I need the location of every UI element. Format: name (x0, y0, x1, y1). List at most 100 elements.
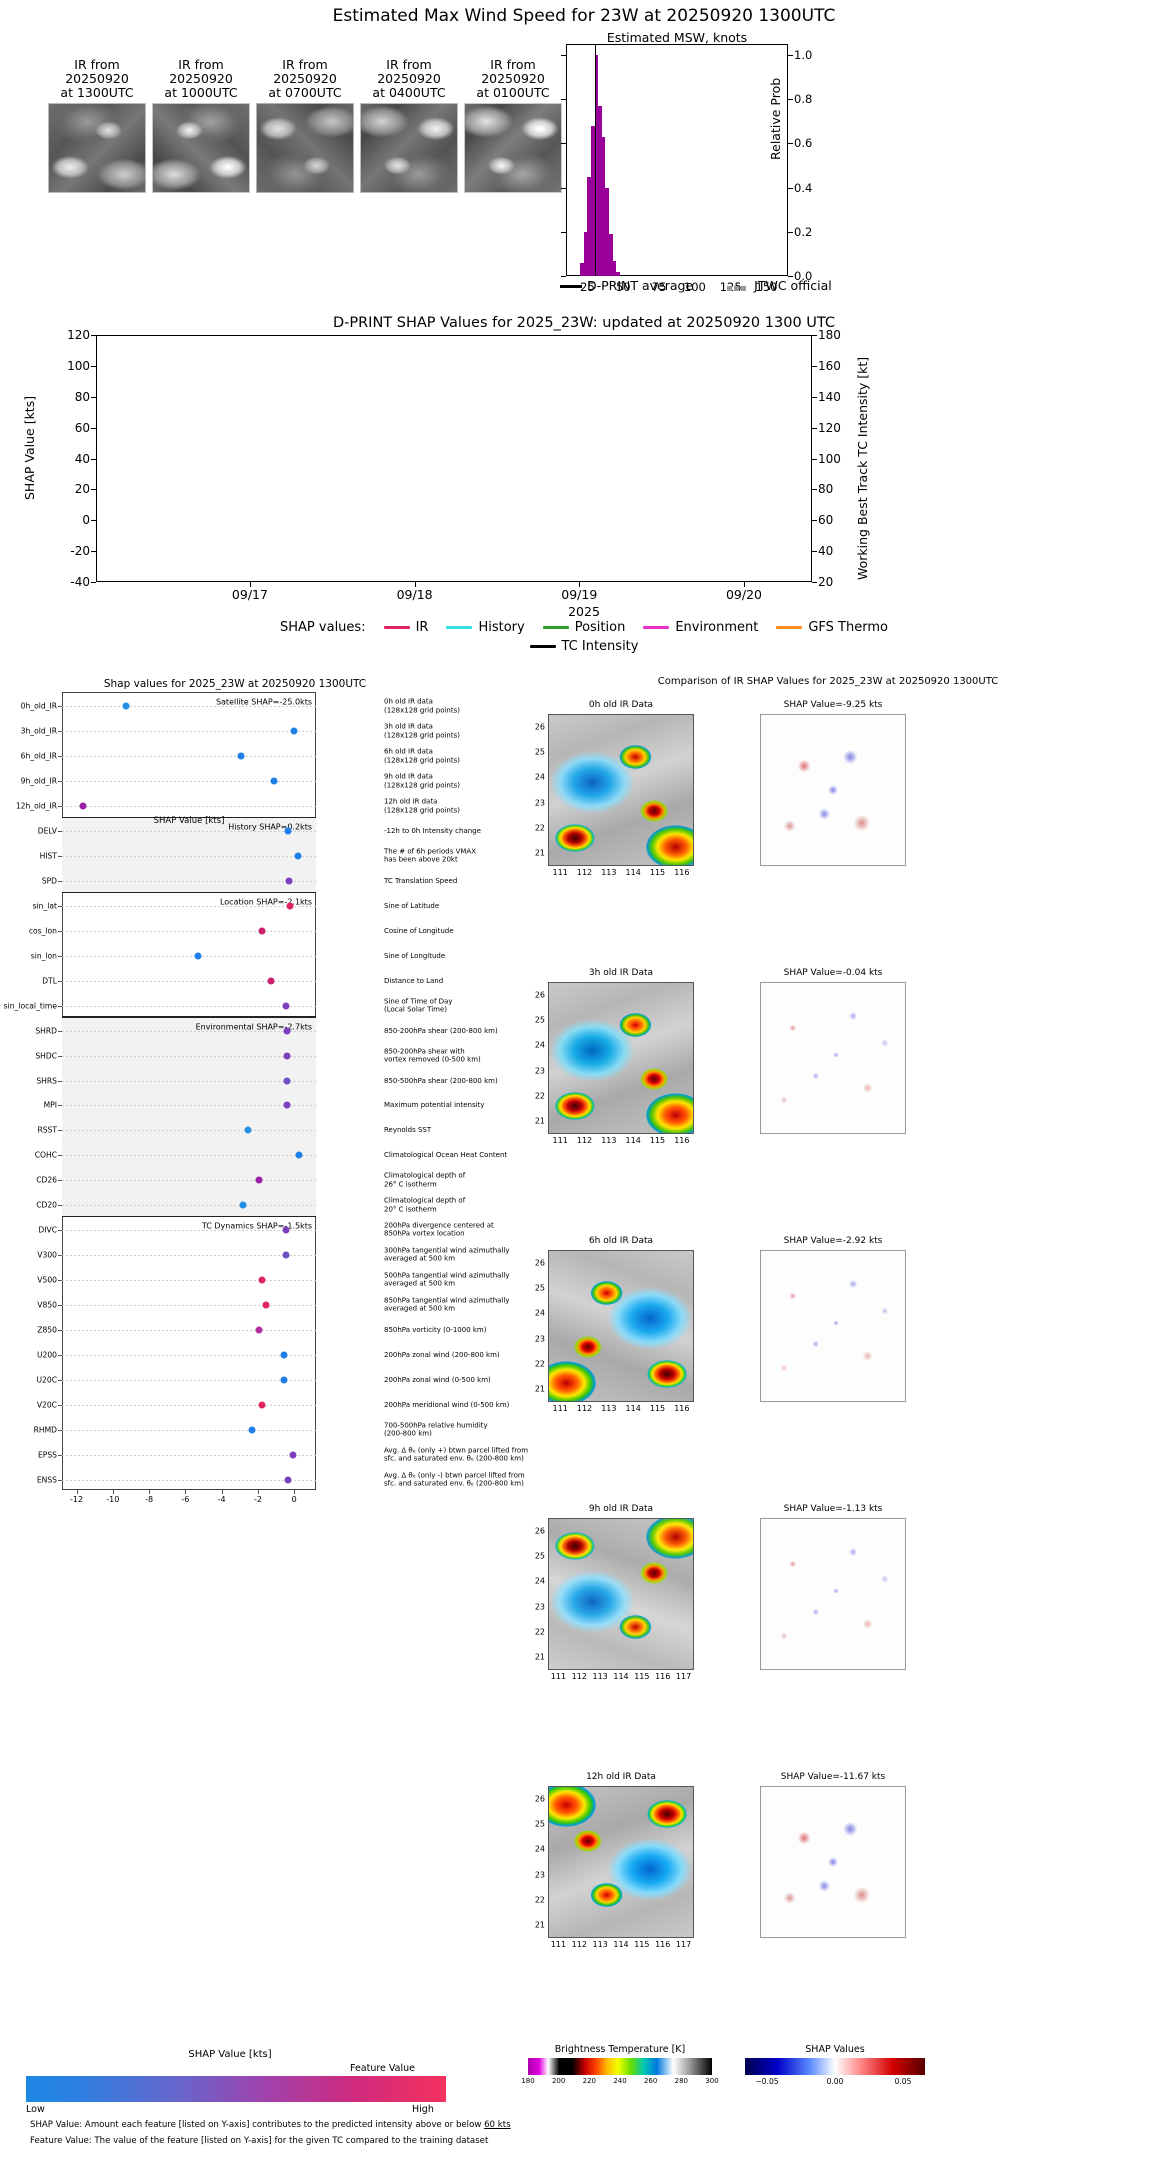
shap-dot-spd[interactable] (285, 877, 293, 885)
shap-group-separator (62, 1016, 316, 1018)
shap-dot-sin_local_time[interactable] (282, 1002, 290, 1010)
legend-item-gfs-thermo[interactable]: GFS Thermo (776, 620, 888, 635)
shap-dot-shdc[interactable] (283, 1052, 291, 1060)
timeseries-y2-tick: 60 (818, 513, 834, 528)
shap-dot-delv[interactable] (284, 827, 292, 835)
shap-row-gridline (62, 1080, 316, 1082)
shap-dot-9h_old_ir[interactable] (270, 777, 278, 785)
shap-feature-label-cd20: CD20 (36, 1200, 57, 1210)
shap-x-tick-mark (112, 1490, 114, 1494)
shap-panel-image-3[interactable] (760, 1518, 906, 1670)
shap-dot-divc[interactable] (282, 1226, 290, 1234)
histogram-y-tick-mark-left (561, 99, 566, 101)
shap-value-note: SHAP Value: Amount each feature [listed … (30, 2120, 511, 2130)
legend-item-tc-intensity[interactable]: TC Intensity (529, 639, 638, 654)
ir-thumbnail-4[interactable]: IR from 20250920 at 0100UTC (464, 58, 562, 193)
ir-panel-y-tick: 21 (534, 848, 545, 858)
shap-group-label: History SHAP=0.2kts (228, 822, 312, 832)
shap-panel-image-0[interactable] (760, 714, 906, 866)
histogram-title: Estimated MSW, knots (606, 30, 748, 45)
shap-panel-image-1[interactable] (760, 982, 906, 1134)
histogram-y-tick-mark (788, 187, 793, 189)
shap-dot-sin_lon[interactable] (194, 952, 202, 960)
ir-panel-y-tick: 26 (534, 722, 545, 732)
shap-group-background (62, 816, 316, 892)
shap-y-tick-mark (58, 955, 62, 957)
shap-dot-v20c[interactable] (258, 1401, 266, 1409)
shap-dot-epss[interactable] (289, 1451, 297, 1459)
ir-panel-y-tick: 21 (534, 1116, 545, 1126)
ir-panel-image-3[interactable] (548, 1518, 694, 1670)
ir-thumbnail-caption: IR from 20250920 at 1000UTC (164, 57, 238, 100)
shap-dot-shrs[interactable] (283, 1077, 291, 1085)
histogram-legend: D-PRINT average JTWC official (560, 278, 860, 294)
ir-panel-x-tick: 114 (625, 868, 641, 877)
timeseries-y-tick: 60 (74, 420, 90, 435)
shap-panel-image-4[interactable] (760, 1786, 906, 1938)
timeseries-y2-tick-mark (812, 396, 817, 398)
shap-dot-0h_old_ir[interactable] (122, 702, 130, 710)
shap-scatter-plot[interactable]: Satellite SHAP=-25.0kts 0h_old_IR 0h old I… (4, 692, 528, 1504)
ir-panel-image-0[interactable] (548, 714, 694, 866)
shap-row-gridline (62, 930, 316, 932)
shap-dot-rsst[interactable] (244, 1126, 252, 1134)
shap-dot-v300[interactable] (282, 1251, 290, 1259)
ir-panel-x-tick: 112 (576, 868, 593, 877)
histogram-bar (605, 187, 609, 276)
histogram-y-tick: 0.2 (794, 224, 813, 239)
shap-dot-dtl[interactable] (267, 977, 275, 985)
shap-dot-u20c[interactable] (280, 1376, 288, 1384)
ir-thumbnail-1[interactable]: IR from 20250920 at 1000UTC (152, 58, 250, 193)
shap-y-tick-mark (58, 1379, 62, 1381)
timeseries-y2-tick: 180 (818, 328, 841, 342)
ir-thumbnail-0[interactable]: IR from 20250920 at 1300UTC (48, 58, 146, 193)
shap-y-tick-mark (58, 1329, 62, 1331)
shap-panel-image-2[interactable] (760, 1250, 906, 1402)
ir-panel-y-tick: 24 (534, 772, 545, 782)
timeseries-x-tick: 09/20 (725, 587, 762, 602)
histogram-bar (587, 176, 592, 276)
timeseries-y-tick-mark (91, 489, 96, 491)
ir-panel-y-tick: 26 (534, 1258, 545, 1268)
shap-feature-description: 700-500hPa relative humidity (200-800 km… (384, 1421, 488, 1438)
shap-dot-rhmd[interactable] (248, 1426, 256, 1434)
ir-panel-image-2[interactable] (548, 1250, 694, 1402)
shap-values-tick: 0.05 (894, 2077, 912, 2086)
ir-panel-x-tick: 114 (625, 1136, 641, 1145)
ir-thumbnail-3[interactable]: IR from 20250920 at 0400UTC (360, 58, 458, 193)
ir-panel-image-4[interactable] (548, 1786, 694, 1938)
shap-dot-z850[interactable] (255, 1326, 263, 1334)
shap-feature-label-cos_lon: cos_lon (28, 926, 57, 936)
shap-dot-cd26[interactable] (255, 1176, 263, 1184)
timeseries-x-tick: 09/17 (231, 587, 268, 602)
ir-thumbnail-2[interactable]: IR from 20250920 at 0700UTC (256, 58, 354, 193)
shap-dot-mpi[interactable] (283, 1101, 291, 1109)
legend-item-ir[interactable]: IR (383, 620, 429, 635)
shap-dot-6h_old_ir[interactable] (237, 752, 245, 760)
ir-panel-y-tick: 25 (534, 1551, 545, 1561)
shap-dot-cohc[interactable] (295, 1151, 303, 1159)
shap-dot-hist[interactable] (294, 852, 302, 860)
shap-dot-v500[interactable] (258, 1276, 266, 1284)
shap-dot-cos_lon[interactable] (258, 927, 266, 935)
shap-dot-cd20[interactable] (239, 1201, 247, 1209)
shap-dot-shrd[interactable] (283, 1027, 291, 1035)
legend-item-environment[interactable]: Environment (643, 620, 758, 635)
shap-dot-v850[interactable] (262, 1301, 270, 1309)
shap-x-tick-mark (185, 1490, 187, 1494)
shap-dot-u200[interactable] (280, 1351, 288, 1359)
shap-dot-enss[interactable] (284, 1476, 292, 1484)
shap-x-tick: -6 (181, 1495, 190, 1504)
shap-dot-3h_old_ir[interactable] (290, 727, 297, 735)
legend-item-history[interactable]: History (446, 620, 525, 635)
shap-values-colorbar-title: SHAP Values (805, 2044, 865, 2055)
shap-dot-sin_lat[interactable] (286, 902, 294, 910)
ir-panel-y-tick: 22 (534, 1895, 545, 1905)
dprint-shap-timeseries[interactable]: -40 -20 0 20 40 60 80 100 120 20 40 60 80 100 120 140 16… (67, 328, 841, 602)
legend-item-position[interactable]: Position (542, 620, 625, 635)
legend-label: IR (415, 620, 429, 635)
ir-panel-image-1[interactable] (548, 982, 694, 1134)
shap-dot-12h_old_ir[interactable] (79, 802, 86, 810)
estimated-msw-histogram[interactable]: 0.00.20.40.60.81.0255075100125150 (561, 44, 812, 294)
brightness-temperature-tick: 300 (705, 2077, 719, 2085)
